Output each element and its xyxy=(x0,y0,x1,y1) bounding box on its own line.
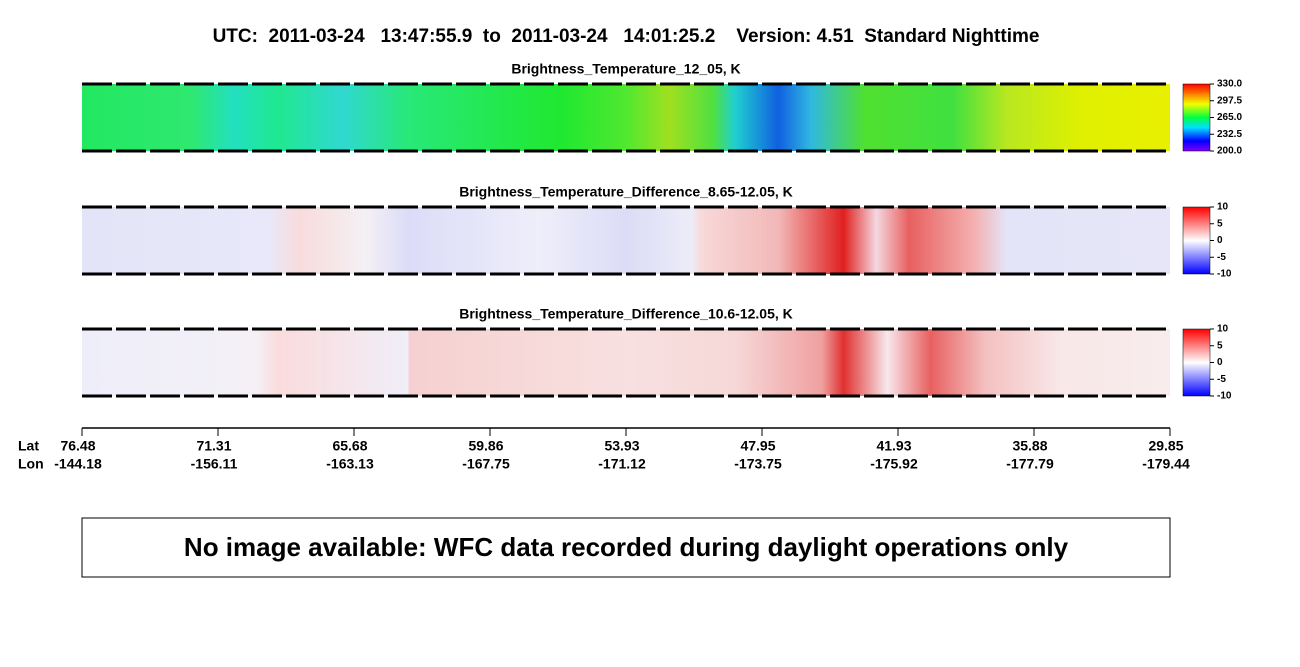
notice: No image available: WFC data recorded du… xyxy=(184,532,1069,562)
colorbar-label: 10 xyxy=(1217,324,1229,335)
lat-label: 29.85 xyxy=(1148,438,1183,454)
colorbar xyxy=(1182,206,1211,275)
lon-label: -175.92 xyxy=(870,456,918,472)
colorbar-label: 232.5 xyxy=(1217,129,1242,140)
image-strip xyxy=(82,84,1170,151)
axis: Lat Lon 76.48 -144.18 71.31 -156.11 65.68 -163.… xyxy=(18,428,1190,472)
colorbar-label: 5 xyxy=(1217,218,1223,229)
lat-label: 35.88 xyxy=(1012,438,1047,454)
lon-label: -156.11 xyxy=(191,456,238,472)
colorbar-label: 0 xyxy=(1217,235,1223,246)
row-label: Lat xyxy=(18,438,39,454)
lat-label: 53.93 xyxy=(604,438,639,454)
lon-label: -173.75 xyxy=(734,456,782,472)
panels: Brightness_Temperature_12_05, K 330.0 297.… xyxy=(82,61,1242,402)
notice-box xyxy=(81,517,1171,578)
colorbar xyxy=(1182,328,1211,397)
colorbar-label: 330.0 xyxy=(1217,79,1242,90)
colorbar-label: 5 xyxy=(1217,340,1223,351)
colorbar-label: -10 xyxy=(1217,269,1232,280)
colorbar-label: -10 xyxy=(1217,391,1232,402)
row-label: Lon xyxy=(18,456,44,472)
panel-title: Brightness_Temperature_Difference_10.6-1… xyxy=(459,306,793,322)
lat-label: 59.86 xyxy=(468,438,503,454)
image-strip xyxy=(82,329,1170,396)
lat-label: 65.68 xyxy=(332,438,367,454)
colorbar-label: -5 xyxy=(1217,252,1226,263)
lon-label: -177.79 xyxy=(1006,456,1054,472)
colorbar-label: 10 xyxy=(1217,202,1229,213)
colorbar-label: 200.0 xyxy=(1217,146,1242,157)
lat-label: 47.95 xyxy=(740,438,775,454)
lat-label: 71.31 xyxy=(196,438,231,454)
lon-label: -163.13 xyxy=(326,456,374,472)
image-strip xyxy=(82,207,1170,274)
lon-label: -167.75 xyxy=(462,456,510,472)
panel-title: Brightness_Temperature_12_05, K xyxy=(511,61,740,77)
lon-label: -144.18 xyxy=(54,456,102,472)
lon-label: -179.44 xyxy=(1142,456,1190,472)
lat-label: 76.48 xyxy=(60,438,95,454)
colorbar-label: 265.0 xyxy=(1217,112,1242,123)
colorbar-label: -5 xyxy=(1217,374,1226,385)
colorbar xyxy=(1182,83,1211,152)
colorbar-label: 297.5 xyxy=(1217,95,1242,106)
title: UTC: 2011-03-24 13:47:55.9 to 2011-03-24… xyxy=(213,26,1040,47)
colorbar-label: 0 xyxy=(1217,357,1223,368)
lat-label: 41.93 xyxy=(876,438,911,454)
lon-label: -171.12 xyxy=(598,456,646,472)
panel-title: Brightness_Temperature_Difference_8.65-1… xyxy=(459,184,793,200)
